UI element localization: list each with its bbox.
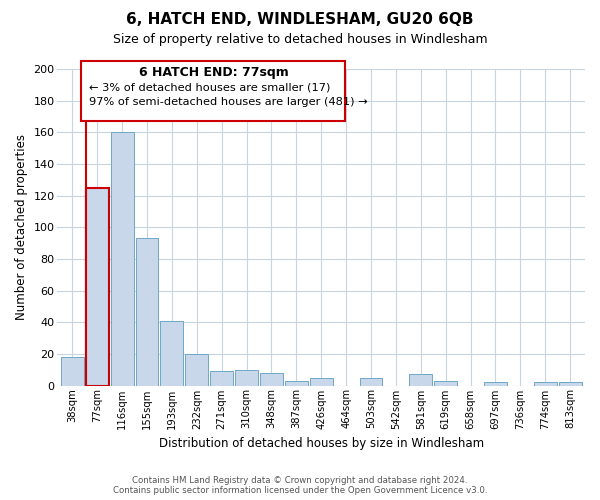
Text: 97% of semi-detached houses are larger (481) →: 97% of semi-detached houses are larger (…	[89, 97, 367, 107]
Bar	[310, 378, 332, 386]
Text: ← 3% of detached houses are smaller (17): ← 3% of detached houses are smaller (17)	[89, 82, 330, 92]
Bar	[111, 132, 134, 386]
Bar	[86, 188, 109, 386]
Bar	[260, 373, 283, 386]
Bar	[484, 382, 507, 386]
Bar	[409, 374, 432, 386]
Text: Contains HM Land Registry data © Crown copyright and database right 2024.: Contains HM Land Registry data © Crown c…	[132, 476, 468, 485]
Bar	[559, 382, 581, 386]
Text: Contains public sector information licensed under the Open Government Licence v3: Contains public sector information licen…	[113, 486, 487, 495]
Text: 6, HATCH END, WINDLESHAM, GU20 6QB: 6, HATCH END, WINDLESHAM, GU20 6QB	[126, 12, 474, 28]
Bar	[359, 378, 382, 386]
Bar	[61, 357, 84, 386]
X-axis label: Distribution of detached houses by size in Windlesham: Distribution of detached houses by size …	[158, 437, 484, 450]
Bar	[160, 320, 184, 386]
Bar	[434, 381, 457, 386]
Text: Size of property relative to detached houses in Windlesham: Size of property relative to detached ho…	[113, 32, 487, 46]
Y-axis label: Number of detached properties: Number of detached properties	[15, 134, 28, 320]
Bar	[285, 381, 308, 386]
Bar	[185, 354, 208, 386]
Bar	[210, 372, 233, 386]
Text: 6 HATCH END: 77sqm: 6 HATCH END: 77sqm	[139, 66, 289, 79]
Bar	[136, 238, 158, 386]
Bar	[235, 370, 258, 386]
Bar	[534, 382, 557, 386]
